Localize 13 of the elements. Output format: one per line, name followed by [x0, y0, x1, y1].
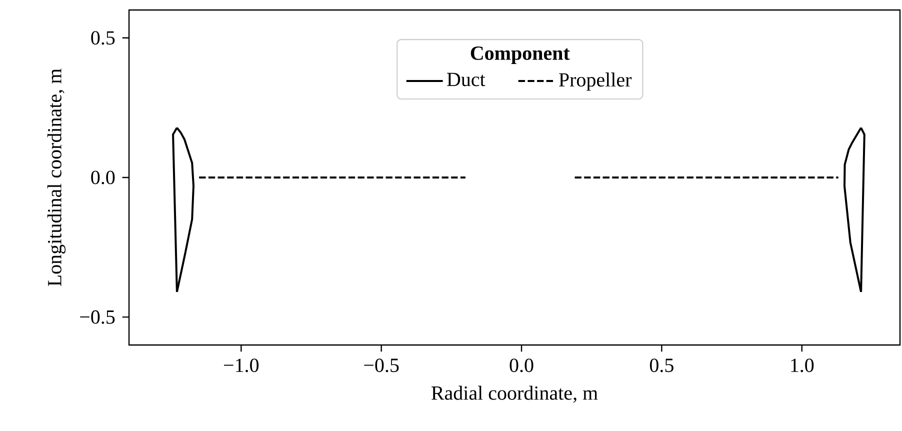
y-tick-label: −0.5	[80, 310, 115, 324]
y-axis-title: Longitudinal coordinate, m	[47, 68, 66, 286]
x-axis-title: Radial coordinate, m	[432, 386, 598, 403]
legend-label: Propeller	[559, 72, 632, 91]
x-tick-label: 1.0	[791, 358, 814, 372]
x-tick-label: −0.5	[364, 358, 399, 372]
y-tick-label: 0.0	[91, 170, 115, 184]
x-tick-label: 0.0	[510, 358, 534, 372]
y-tick-label: 0.5	[91, 31, 115, 45]
x-tick-label: −1.0	[224, 358, 259, 372]
legend-label: Duct	[447, 72, 486, 86]
x-tick-label: 0.5	[650, 358, 674, 372]
legend-title: Component	[470, 46, 570, 64]
